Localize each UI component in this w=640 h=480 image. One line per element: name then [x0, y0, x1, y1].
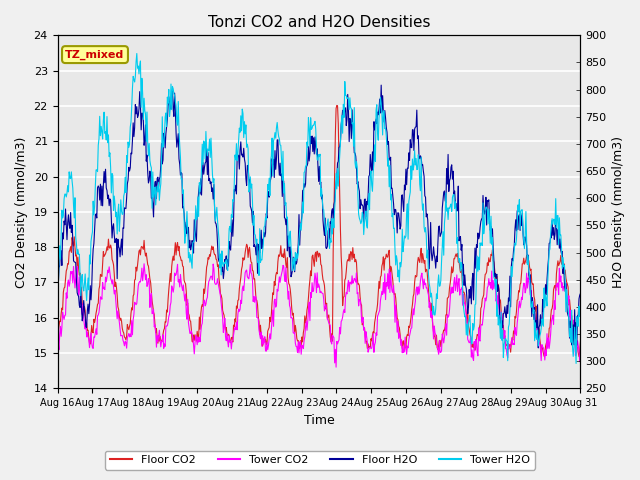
Y-axis label: CO2 Density (mmol/m3): CO2 Density (mmol/m3) — [15, 136, 28, 288]
Text: TZ_mixed: TZ_mixed — [65, 49, 125, 60]
Legend: Floor CO2, Tower CO2, Floor H2O, Tower H2O: Floor CO2, Tower CO2, Floor H2O, Tower H… — [105, 451, 535, 469]
Title: Tonzi CO2 and H2O Densities: Tonzi CO2 and H2O Densities — [208, 15, 430, 30]
X-axis label: Time: Time — [303, 414, 334, 427]
Y-axis label: H2O Density (mmol/m3): H2O Density (mmol/m3) — [612, 136, 625, 288]
